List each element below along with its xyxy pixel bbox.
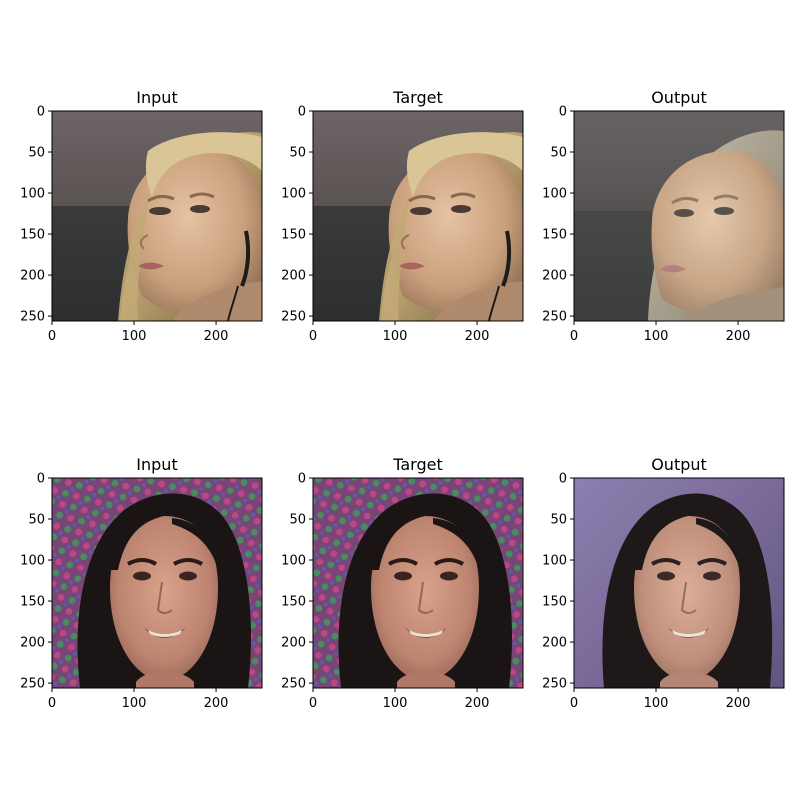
x-tick-label: 0 — [570, 696, 578, 711]
y-tick-label: 200 — [20, 269, 45, 284]
panel-image — [572, 476, 786, 690]
panel-image — [311, 109, 525, 323]
x-tick-label: 0 — [309, 329, 317, 344]
panel-image — [50, 476, 264, 690]
y-tick-label: 250 — [281, 310, 306, 325]
x-tick-label: 0 — [570, 329, 578, 344]
y-tick-label: 250 — [542, 310, 567, 325]
y-tick-label: 50 — [28, 513, 45, 528]
image-panel: Output 0 100 200 0 50 100 150 200 250 — [542, 455, 786, 711]
y-tick-label: 0 — [559, 472, 567, 487]
x-tick-label: 200 — [726, 329, 751, 344]
y-tick-label: 50 — [289, 146, 306, 161]
panel-title: Target — [392, 455, 443, 474]
y-tick-label: 200 — [281, 269, 306, 284]
panel-title: Input — [136, 88, 177, 107]
y-tick-label: 100 — [20, 554, 45, 569]
y-tick-label: 0 — [37, 105, 45, 120]
y-tick-label: 250 — [20, 677, 45, 692]
x-tick-label: 200 — [726, 696, 751, 711]
x-tick-label: 100 — [644, 696, 669, 711]
panel-image — [572, 109, 786, 323]
panel-image — [311, 476, 525, 690]
panel-frame — [51, 110, 263, 322]
x-tick-label: 0 — [48, 696, 56, 711]
x-tick-label: 100 — [122, 329, 147, 344]
y-tick-label: 0 — [298, 472, 306, 487]
y-tick-label: 150 — [281, 595, 306, 610]
x-tick-label: 0 — [309, 696, 317, 711]
panel-title: Input — [136, 455, 177, 474]
y-tick-label: 250 — [20, 310, 45, 325]
panel-frame — [573, 477, 785, 689]
panel-frame — [312, 477, 524, 689]
x-tick-label: 100 — [122, 696, 147, 711]
x-tick-label: 100 — [383, 696, 408, 711]
y-tick-label: 100 — [20, 187, 45, 202]
y-tick-label: 50 — [550, 513, 567, 528]
y-tick-label: 200 — [20, 636, 45, 651]
y-tick-label: 200 — [542, 269, 567, 284]
x-tick-label: 100 — [644, 329, 669, 344]
y-tick-label: 200 — [281, 636, 306, 651]
panel-title: Target — [392, 88, 443, 107]
y-tick-label: 50 — [550, 146, 567, 161]
image-panel: Output 0 100 200 0 50 100 150 200 250 — [542, 88, 786, 344]
x-tick-label: 200 — [204, 329, 229, 344]
y-tick-label: 100 — [281, 187, 306, 202]
y-tick-label: 0 — [298, 105, 306, 120]
y-tick-label: 0 — [559, 105, 567, 120]
x-tick-label: 200 — [204, 696, 229, 711]
panel-title: Output — [651, 88, 707, 107]
y-tick-label: 50 — [289, 513, 306, 528]
panel-title: Output — [651, 455, 707, 474]
panel-frame — [51, 477, 263, 689]
y-tick-label: 0 — [37, 472, 45, 487]
x-tick-label: 200 — [465, 329, 490, 344]
y-tick-label: 250 — [542, 677, 567, 692]
y-tick-label: 150 — [20, 228, 45, 243]
y-tick-label: 100 — [281, 554, 306, 569]
y-tick-label: 50 — [28, 146, 45, 161]
x-tick-label: 100 — [383, 329, 408, 344]
image-panel: Target 0 100 200 0 50 100 150 200 250 — [281, 88, 525, 344]
panel-image — [50, 109, 264, 323]
x-tick-label: 0 — [48, 329, 56, 344]
image-panel: Input 0 100 200 0 50 100 150 200 250 — [20, 455, 264, 711]
panel-frame — [312, 110, 524, 322]
x-tick-label: 200 — [465, 696, 490, 711]
y-tick-label: 100 — [542, 187, 567, 202]
y-tick-label: 150 — [542, 228, 567, 243]
image-panel: Input 0 100 200 0 50 100 150 200 250 — [20, 88, 264, 344]
y-tick-label: 250 — [281, 677, 306, 692]
y-tick-label: 100 — [542, 554, 567, 569]
y-tick-label: 200 — [542, 636, 567, 651]
y-tick-label: 150 — [281, 228, 306, 243]
y-tick-label: 150 — [20, 595, 45, 610]
image-panel: Target 0 100 200 0 50 100 150 200 250 — [281, 455, 525, 711]
panel-frame — [573, 110, 785, 322]
y-tick-label: 150 — [542, 595, 567, 610]
